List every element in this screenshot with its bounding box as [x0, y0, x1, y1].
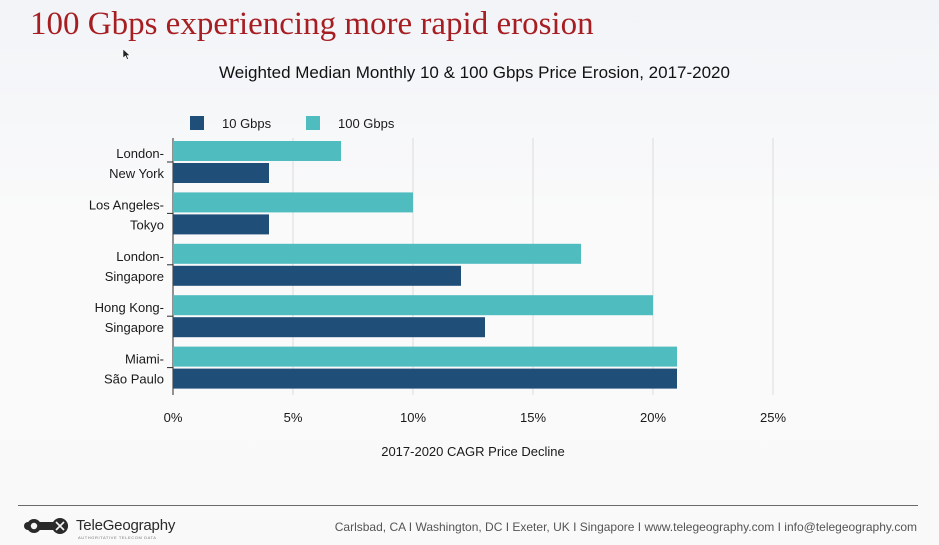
bar-100-gbps: [173, 192, 413, 213]
bar-chart: 0% 5% 10% 15% 20% 25% London- New York Los Angel…: [89, 116, 786, 459]
bar-100-gbps: [173, 141, 341, 161]
legend-swatch: [306, 116, 320, 130]
category-label: Singapore: [105, 320, 164, 335]
category-label: London-: [116, 146, 164, 161]
mouse-cursor-icon: [123, 49, 131, 60]
slide-title: 100 Gbps experiencing more rapid erosion: [30, 6, 594, 42]
category-label: Los Angeles-: [89, 197, 164, 212]
x-tick-label: 0%: [164, 410, 183, 425]
category-label: São Paulo: [104, 372, 164, 387]
x-tick-label: 25%: [760, 410, 786, 425]
x-tick-label: 15%: [520, 410, 546, 425]
bar-10-gbps: [173, 163, 269, 183]
x-tick-label: 10%: [400, 410, 426, 425]
legend-label: 10 Gbps: [222, 116, 272, 131]
category-label: Hong Kong-: [95, 300, 164, 315]
logo-mark-icon: [24, 518, 68, 534]
footer-contact-text: Carlsbad, CA I Washington, DC I Exeter, …: [334, 520, 917, 534]
bar-100-gbps: [173, 346, 677, 367]
x-tick-label: 5%: [284, 410, 303, 425]
x-axis-title: 2017-2020 CAGR Price Decline: [381, 444, 565, 459]
bar-100-gbps: [173, 295, 653, 316]
footer-divider: [18, 505, 918, 506]
bar-10-gbps: [173, 265, 461, 286]
legend-label: 100 Gbps: [338, 116, 395, 131]
bar-100-gbps: [173, 243, 581, 264]
chart-title: Weighted Median Monthly 10 & 100 Gbps Pr…: [219, 63, 730, 82]
category-label: Miami-: [125, 352, 164, 367]
logo-tagline: AUTHORITATIVE TELECOM DATA: [78, 535, 157, 540]
legend-swatch: [190, 116, 204, 130]
category-label: Singapore: [105, 269, 164, 284]
x-tick-label: 20%: [640, 410, 666, 425]
bar-10-gbps: [173, 368, 677, 389]
category-label: London-: [116, 249, 164, 264]
logo-wordmark: TeleGeography: [76, 517, 176, 534]
telegeography-logo: TeleGeography AUTHORITATIVE TELECOM DATA: [22, 514, 212, 540]
category-label: Tokyo: [130, 217, 164, 232]
bar-10-gbps: [173, 214, 269, 235]
category-label: New York: [109, 166, 164, 181]
bar-10-gbps: [173, 317, 485, 338]
